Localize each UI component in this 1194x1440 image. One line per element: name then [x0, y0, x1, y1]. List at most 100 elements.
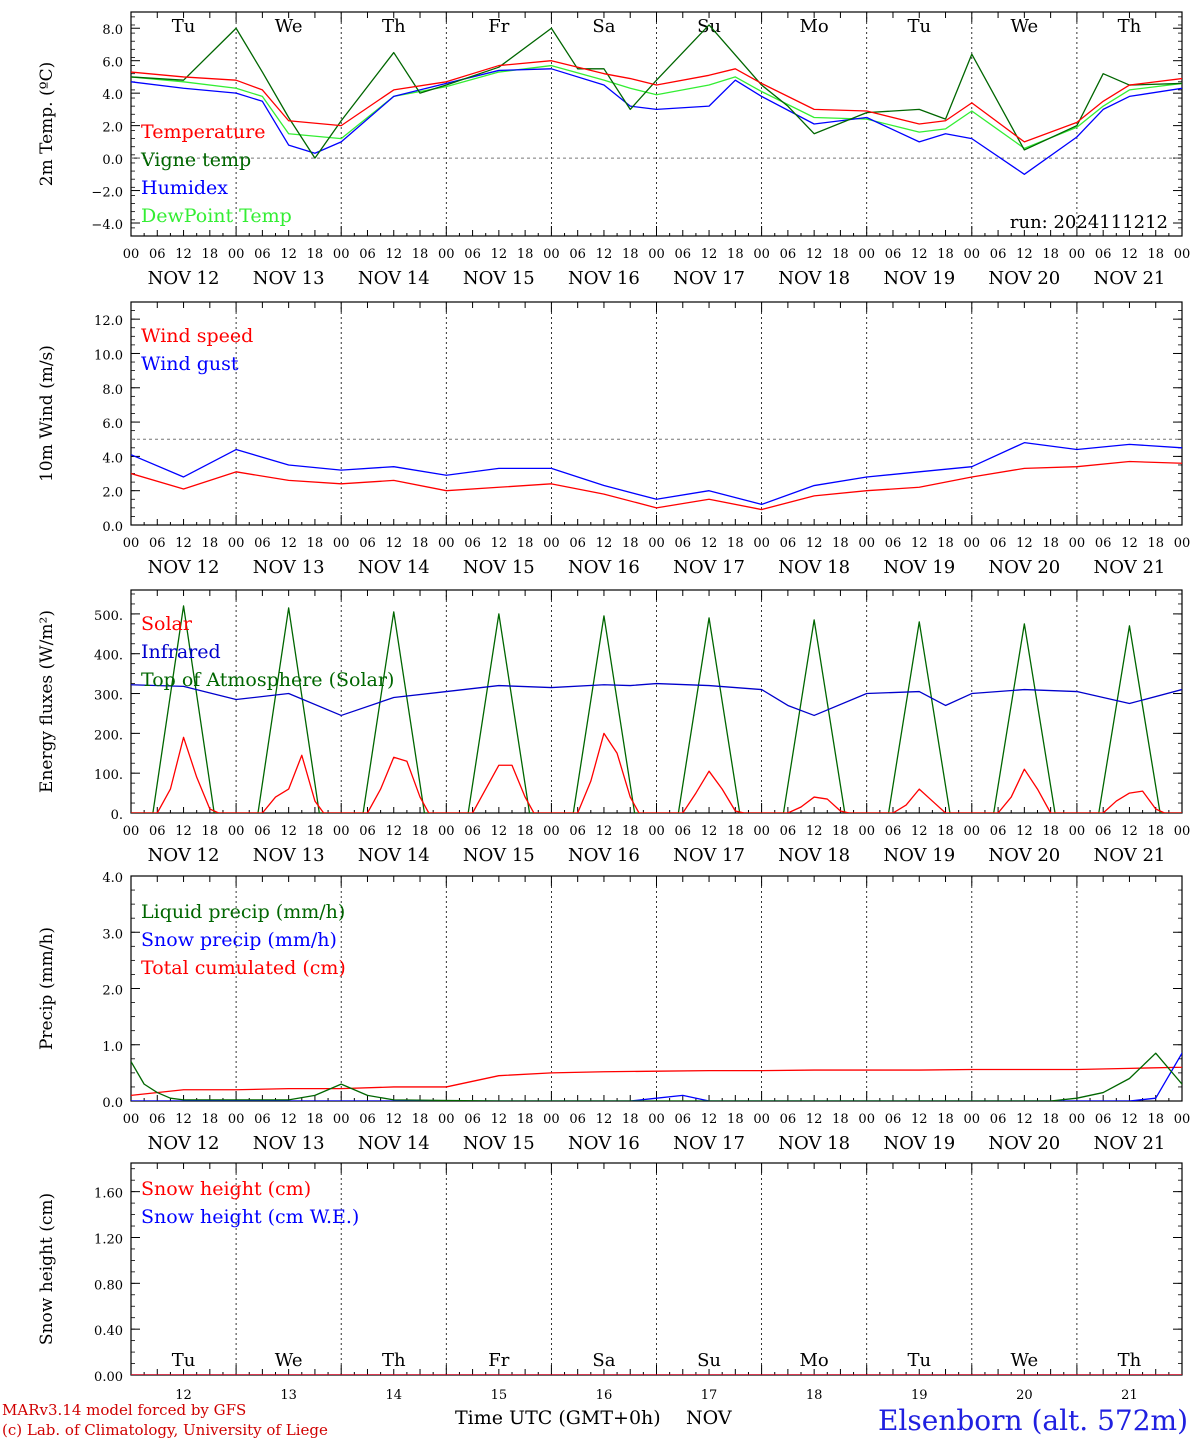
- date-label: NOV 18: [778, 268, 850, 289]
- date-label: NOV 13: [253, 845, 325, 866]
- date-label: NOV 14: [358, 1133, 430, 1154]
- date-label: NOV 15: [463, 845, 535, 866]
- day-name-label: Th: [1118, 16, 1142, 37]
- date-label: NOV 14: [358, 268, 430, 289]
- hour-tick-label: 00: [1069, 1112, 1086, 1127]
- date-label: NOV 19: [883, 268, 955, 289]
- y-tick-label: −2.0: [91, 186, 123, 201]
- hour-tick-label: 12: [175, 824, 192, 839]
- hour-tick-label: 12: [701, 247, 718, 262]
- series-group: [131, 442, 1182, 511]
- hour-tick-label: 00: [123, 536, 140, 551]
- hour-tick-label: 18: [412, 1112, 429, 1127]
- hour-tick-label: 12: [1121, 1112, 1138, 1127]
- day-number-label: 12: [175, 1388, 192, 1403]
- hour-tick-label: 00: [858, 1112, 875, 1127]
- series-line: [131, 605, 1182, 813]
- hour-tick-label: 12: [175, 1112, 192, 1127]
- date-label: NOV 15: [463, 557, 535, 578]
- hour-tick-label: 00: [228, 824, 245, 839]
- y-tick-label: 300.: [94, 689, 123, 704]
- hour-tick-label: 06: [990, 824, 1007, 839]
- hour-tick-label: 12: [175, 247, 192, 262]
- legend-entry: Snow height (cm): [141, 1178, 311, 1200]
- date-label: NOV 20: [988, 1133, 1060, 1154]
- y-tick-label: 0.: [111, 808, 123, 823]
- hour-tick-label: 12: [1016, 536, 1033, 551]
- date-label: NOV 17: [673, 557, 745, 578]
- hour-tick-label: 12: [280, 247, 297, 262]
- hour-tick-label: 12: [596, 824, 613, 839]
- hour-tick-label: 06: [990, 536, 1007, 551]
- hour-tick-label: 12: [911, 824, 928, 839]
- hour-tick-label: 06: [569, 1112, 586, 1127]
- y-tick-label: 2.0: [102, 486, 123, 501]
- hour-tick-label: 18: [622, 247, 639, 262]
- y-tick-label: 0.0: [102, 153, 123, 168]
- hour-tick-label: 06: [1095, 1112, 1112, 1127]
- day-name-label: Th: [382, 16, 406, 37]
- legend-entry: Total cumulated (cm): [141, 957, 346, 979]
- hour-tick-label: 00: [543, 1112, 560, 1127]
- hour-tick-label: 12: [491, 1112, 508, 1127]
- hour-tick-label: 12: [491, 536, 508, 551]
- date-label: NOV 20: [988, 845, 1060, 866]
- date-label: NOV 13: [253, 557, 325, 578]
- hour-tick-label: 12: [1016, 1112, 1033, 1127]
- day-name-label: Th: [1118, 1350, 1142, 1371]
- panel-4: 4.0 3.0 2.0 1.0 0.0 Precip (mm/h) 00 06 12 18 00 06…: [37, 871, 1190, 1154]
- hour-tick-label: 06: [464, 824, 481, 839]
- day-number-label: 13: [280, 1388, 297, 1403]
- hour-tick-label: 18: [1147, 824, 1164, 839]
- hour-tick-label: 18: [1147, 536, 1164, 551]
- legend-entry: Top of Atmosphere (Solar): [141, 669, 394, 691]
- day-name-label: Fr: [488, 16, 509, 37]
- hour-tick-label: 00: [228, 247, 245, 262]
- hour-tick-label: 12: [1121, 824, 1138, 839]
- legend-entry: Solar: [141, 613, 193, 635]
- day-name-label: Sa: [592, 16, 615, 37]
- hour-tick-label: 18: [622, 1112, 639, 1127]
- panel-5: 1.60 1.20 0.80 0.40 0.00 Snow height (cm) Tu We…: [37, 1162, 1183, 1403]
- hour-tick-label: 18: [202, 247, 219, 262]
- y-tick-label: −4.0: [91, 218, 123, 233]
- date-label: NOV 15: [463, 268, 535, 289]
- hour-tick-label: 06: [149, 247, 166, 262]
- hour-tick-label: 18: [412, 824, 429, 839]
- hour-tick-label: 18: [1147, 1112, 1164, 1127]
- footer: MARv3.14 model forced by GFS (c) Lab. of…: [2, 1401, 1188, 1439]
- hour-tick-label: 00: [333, 824, 350, 839]
- y-tick-label: 6.0: [102, 417, 123, 432]
- date-label: NOV 12: [148, 268, 220, 289]
- date-label: NOV 12: [148, 845, 220, 866]
- model-credit: MARv3.14 model forced by GFS: [2, 1401, 246, 1419]
- hour-tick-label: 06: [1095, 247, 1112, 262]
- hour-tick-label: 06: [569, 824, 586, 839]
- hour-tick-label: 12: [385, 824, 402, 839]
- date-label: NOV 19: [883, 1133, 955, 1154]
- series-line: [131, 1374, 1182, 1375]
- date-label: NOV 13: [253, 268, 325, 289]
- series-line: [131, 682, 1182, 717]
- hour-tick-label: 06: [885, 824, 902, 839]
- day-name-label: Tu: [172, 16, 196, 37]
- series-line: [131, 64, 1182, 149]
- date-label: NOV 20: [988, 557, 1060, 578]
- hour-tick-label: 12: [280, 536, 297, 551]
- month-label: NOV: [686, 1407, 732, 1429]
- date-label: NOV 18: [778, 1133, 850, 1154]
- hour-tick-label: 06: [885, 1112, 902, 1127]
- hour-tick-label: 06: [254, 536, 271, 551]
- hour-tick-label: 06: [359, 247, 376, 262]
- series-group: [131, 24, 1182, 175]
- hour-tick-label: 12: [1121, 247, 1138, 262]
- hour-tick-label: 00: [333, 247, 350, 262]
- day-number-label: 14: [385, 1388, 402, 1403]
- hour-tick-label: 00: [123, 824, 140, 839]
- day-name-label: Tu: [172, 1350, 196, 1371]
- y-tick-label: 8.0: [102, 23, 123, 38]
- hour-tick-label: 18: [1042, 536, 1059, 551]
- day-name-label: Sa: [592, 1350, 615, 1371]
- hour-tick-label: 00: [753, 824, 770, 839]
- hour-tick-label: 18: [202, 1112, 219, 1127]
